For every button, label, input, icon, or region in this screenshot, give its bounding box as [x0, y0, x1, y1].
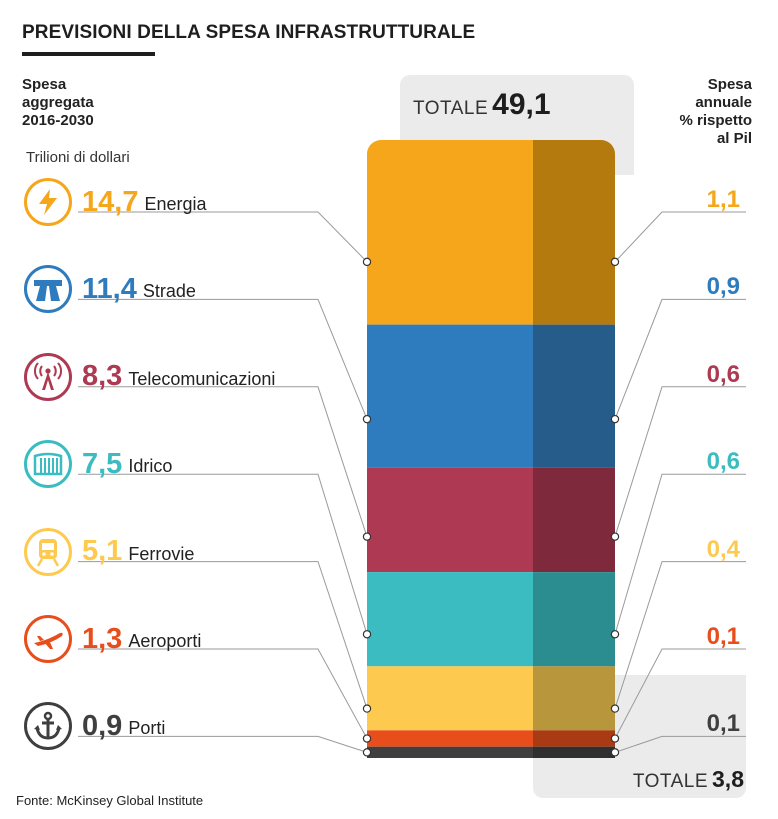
- category-row-energia: 14,7 Energia: [24, 174, 207, 230]
- connector-left-aeroporti: [78, 648, 368, 739]
- units-label: Trilioni di dollari: [26, 149, 130, 166]
- page-title: PREVISIONI DELLA SPESA INFRASTRUTTURALE: [22, 22, 476, 43]
- right-column-header: Spesa annuale % rispetto al Pil: [602, 76, 752, 148]
- connector-right-telecomunicazioni: [614, 386, 746, 537]
- train-icon: [24, 527, 72, 576]
- left-header-line: aggregata: [22, 94, 94, 111]
- connector-left-ferrovie: [78, 561, 368, 709]
- connector-dot-left-strade: [362, 414, 372, 424]
- panel-mask: [615, 175, 746, 675]
- connector-dot-right-aeroporti: [610, 734, 620, 743]
- bar-share-ferrovie: [533, 666, 615, 731]
- left-header-line: 2016-2030: [22, 112, 94, 129]
- connector-left-idrico: [78, 473, 368, 635]
- connector-right-porti: [614, 735, 746, 753]
- right-header-line: al Pil: [716, 130, 752, 147]
- airplane-icon: [24, 615, 72, 663]
- amount-energia: 14,7: [82, 185, 139, 218]
- connector-right-energia: [614, 211, 746, 263]
- connector-dot-left-idrico: [362, 630, 372, 639]
- pil-value-telecomunicazioni: 0,6: [706, 360, 740, 388]
- bar-stack: [367, 140, 615, 758]
- category-name-porti: Porti: [128, 718, 166, 739]
- category-row-ferrovie: 5,1 Ferrovie: [24, 524, 194, 580]
- total-aggregate-value: 49,1: [492, 88, 551, 121]
- category-row-telecomunicazioni: 8,3 Telecomunicazioni: [24, 349, 275, 405]
- bar-share-strade: [533, 324, 615, 468]
- dam-icon: [24, 440, 72, 489]
- bar-segment-aeroporti: [367, 730, 533, 747]
- bar-segment-strade: [367, 324, 533, 468]
- total-label: TOTALE: [632, 771, 709, 792]
- right-header-line: Spesa: [707, 76, 752, 93]
- connector-left-energia: [78, 211, 368, 263]
- title-underline: [22, 52, 155, 56]
- right-header-line: annuale: [695, 94, 752, 111]
- total-aggregate: TOTALE 49,1: [413, 88, 551, 122]
- category-name-aeroporti: Aeroporti: [128, 631, 202, 651]
- lightning-icon: [24, 178, 72, 226]
- bar-share-idrico: [533, 572, 615, 667]
- anchor-icon: [24, 702, 72, 751]
- connector-right-aeroporti: [614, 648, 746, 739]
- connector-dot-left-aeroporti: [362, 734, 372, 743]
- bar-share-porti: [533, 746, 615, 758]
- connector-dot-right-idrico: [610, 630, 620, 639]
- left-column-header: Spesa aggregata 2016-2030: [22, 76, 222, 130]
- connector-dot-right-strade: [610, 414, 620, 424]
- amount-idrico: 7,5: [82, 447, 123, 480]
- pil-value-strade: 0,9: [706, 273, 740, 301]
- category-row-idrico: 7,5 Idrico: [24, 436, 172, 492]
- category-name-energia: Energia: [144, 194, 207, 214]
- bar-share-aeroporti: [533, 730, 615, 747]
- connector-left-telecomunicazioni: [78, 386, 368, 537]
- pil-value-porti: 0,1: [706, 710, 740, 738]
- category-row-strade: 11,4 Strade: [24, 261, 196, 317]
- antenna-icon: [24, 352, 72, 401]
- amount-telecomunicazioni: 8,3: [82, 360, 123, 393]
- connector-dot-right-telecomunicazioni: [610, 532, 620, 541]
- bar-segment-telecomunicazioni: [367, 467, 533, 573]
- pil-value-ferrovie: 0,4: [706, 535, 740, 563]
- pil-value-energia: 1,1: [706, 186, 740, 213]
- category-name-ferrovie: Ferrovie: [128, 543, 195, 564]
- amount-strade: 11,4: [82, 272, 137, 305]
- connector-left-strade: [78, 298, 368, 420]
- pil-value-aeroporti: 0,1: [706, 623, 740, 650]
- pil-value-idrico: 0,6: [706, 448, 740, 476]
- bar-share-telecomunicazioni: [533, 467, 615, 573]
- connector-dot-left-porti: [362, 748, 372, 757]
- connector-dot-right-ferrovie: [610, 704, 620, 713]
- connector-dot-left-telecomunicazioni: [362, 532, 372, 541]
- connector-dot-left-energia: [362, 257, 372, 267]
- bar-share-energia: [533, 140, 615, 325]
- amount-aeroporti: 1,3: [82, 622, 123, 655]
- category-row-porti: 0,9 Porti: [24, 698, 165, 754]
- connector-dot-left-ferrovie: [362, 704, 372, 713]
- connector-right-idrico: [614, 473, 746, 635]
- total-label: TOTALE: [413, 98, 489, 119]
- left-header-line: Spesa: [22, 76, 67, 93]
- bar-segment-ferrovie: [367, 666, 533, 731]
- source-note: Fonte: McKinsey Global Institute: [16, 793, 204, 808]
- bar-segment-energia: [367, 140, 533, 325]
- bar-segment-idrico: [367, 572, 533, 667]
- right-header-line: % rispetto: [679, 112, 752, 129]
- total-annual-value: 3,8: [712, 766, 744, 792]
- category-name-strade: Strade: [142, 281, 196, 302]
- highway-icon: [24, 265, 72, 314]
- category-name-telecomunicazioni: Telecomunicazioni: [128, 368, 276, 389]
- connector-dot-right-energia: [610, 257, 620, 267]
- connector-right-ferrovie: [614, 561, 746, 709]
- category-name-idrico: Idrico: [128, 456, 173, 477]
- total-annual: TOTALE 3,8: [633, 766, 744, 793]
- amount-ferrovie: 5,1: [82, 535, 123, 568]
- connector-dot-right-porti: [610, 748, 620, 757]
- category-row-aeroporti: 1,3 Aeroporti: [24, 611, 201, 667]
- connector-right-strade: [614, 298, 746, 420]
- amount-porti: 0,9: [82, 709, 123, 742]
- connector-left-porti: [78, 735, 368, 753]
- bar-segment-porti: [367, 746, 533, 758]
